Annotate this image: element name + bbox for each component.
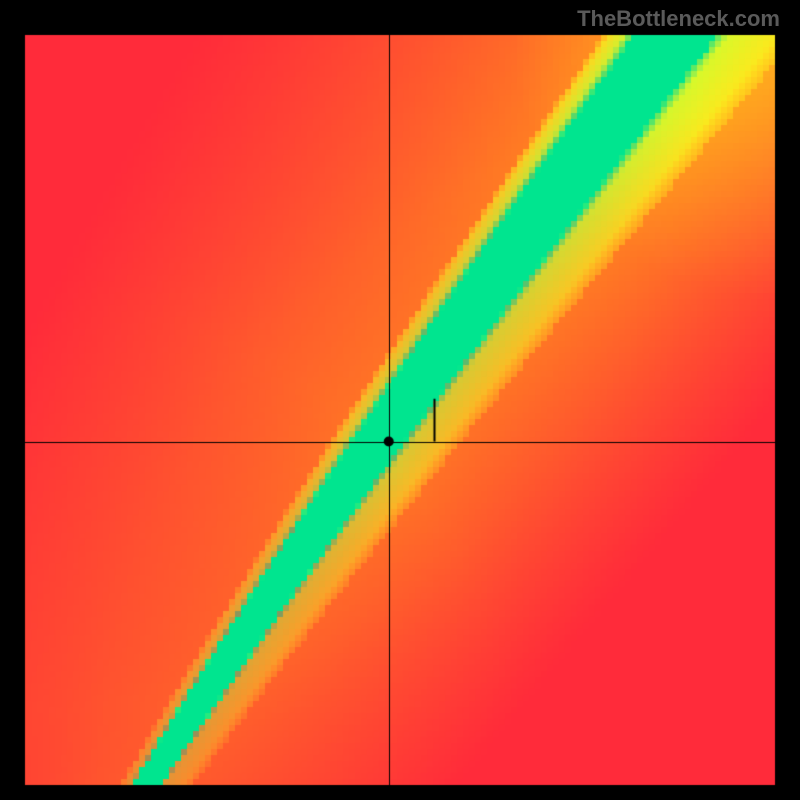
watermark-text: TheBottleneck.com xyxy=(577,6,780,32)
bottleneck-heatmap xyxy=(0,0,800,800)
